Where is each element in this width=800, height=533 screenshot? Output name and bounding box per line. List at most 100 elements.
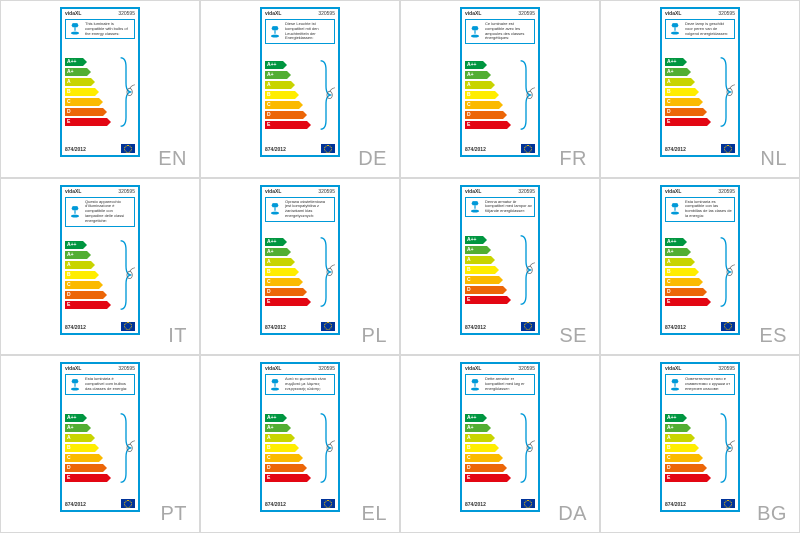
eu-flag-icon [121,322,135,331]
energy-grade-text: A+ [667,249,674,255]
card-header: vidaXL320595 [662,187,738,195]
label-cell-bg: vidaXL320595Осветителното тяло е съвмест… [600,355,800,533]
energy-bar-D: D [65,464,115,472]
description-text: Diese Leuchte ist kompatibel mit den Leu… [285,22,332,41]
energy-grade-text: D [467,465,471,471]
description-row: Esta luminaria es compatible con las bom… [665,197,735,222]
brand-name: vidaXL [465,189,481,195]
regulation-code: 874/2012 [65,325,86,331]
eu-flag-icon [721,322,735,331]
energy-grade-text: A+ [67,425,74,431]
card-footer: 874/2012 [462,143,538,155]
card-header: vidaXL320595 [62,364,138,372]
energy-bar-A: A [65,434,115,442]
energy-bar-D: D [265,111,315,119]
energy-chart: A++A+ABCDE [62,397,138,499]
language-code: FR [559,148,587,171]
energy-bar-Aplus: A+ [265,248,315,256]
energy-bar-E: E [65,118,115,126]
energy-bar-A: A [665,434,715,442]
eu-flag-icon [521,144,535,153]
energy-bar-Aplusplus: A++ [465,414,515,422]
description-text: Deze lamp is geschikt voor peren van de … [685,22,732,36]
energy-bar-B: B [65,444,115,452]
lamp-icon [668,22,682,36]
language-code: NL [760,148,787,171]
description-text: Esta luminaria es compatible con las bom… [685,200,732,219]
energy-grade-text: A++ [267,62,276,68]
energy-grade-text: C [267,279,271,285]
energy-bar-A: A [465,434,515,442]
product-code: 320595 [518,366,535,372]
energy-bar-Aplus: A+ [465,424,515,432]
energy-grade-text: A [267,435,271,441]
lamp-icon [68,205,82,219]
brand-name: vidaXL [265,366,281,372]
energy-grade-text: B [467,267,471,273]
energy-grade-text: B [267,92,271,98]
bracket-icon [317,48,335,141]
energy-bar-C: C [265,278,315,286]
description-text: Αυτό το φωτιστικό είναι συμβατό με λάμπε… [285,377,332,391]
energy-bar-C: C [665,98,715,106]
energy-grade-text: A+ [267,249,274,255]
energy-bar-B: B [65,271,115,279]
energy-grade-text: A++ [467,62,476,68]
energy-bar-Aplusplus: A++ [65,58,115,66]
description-row: Ce luminaire est compatible avec les amp… [465,19,535,44]
energy-grade-text: D [467,112,471,118]
bracket-icon [117,43,135,141]
energy-bar-Aplusplus: A++ [665,238,715,246]
energy-grade-text: B [67,89,71,95]
energy-bar-E: E [665,298,715,306]
product-code: 320595 [118,11,135,17]
label-cell-pl: vidaXL320595Oprawa oświetleniowa jest ko… [200,178,400,356]
energy-grade-text: C [467,102,471,108]
energy-grade-text: A++ [467,237,476,243]
energy-grade-text: A+ [667,69,674,75]
regulation-code: 874/2012 [265,325,286,331]
energy-bar-B: B [265,268,315,276]
energy-bar-Aplus: A+ [465,246,515,254]
energy-bar-D: D [665,288,715,296]
energy-chart: A++A+ABCDE [662,41,738,143]
energy-grade-text: E [467,297,470,303]
energy-bar-Aplusplus: A++ [465,61,515,69]
energy-bars: A++A+ABCDE [665,43,715,141]
energy-grade-text: A [467,82,471,88]
regulation-code: 874/2012 [65,502,86,508]
language-code: SE [559,325,587,348]
energy-grade-text: D [467,287,471,293]
energy-grade-text: C [67,282,71,288]
energy-bars: A++A+ABCDE [665,399,715,497]
energy-bars: A++A+ABCDE [665,226,715,319]
energy-grade-text: A+ [467,72,474,78]
energy-bar-C: C [65,454,115,462]
energy-chart: A++A+ABCDE [462,397,538,499]
energy-grade-text: A [67,79,71,85]
bracket-icon [517,399,535,497]
energy-bar-C: C [265,101,315,109]
regulation-code: 874/2012 [465,502,486,508]
energy-chart: A++A+ABCDE [262,46,338,143]
product-code: 320595 [718,11,735,17]
energy-grade-text: B [467,92,471,98]
energy-bars: A++A+ABCDE [65,231,115,319]
description-row: Dette armatur er kompatibel med løg er e… [465,374,535,394]
bracket-icon [317,399,335,497]
description-text: Esta luminária é compatível com bulbos d… [85,377,132,391]
energy-grade-text: D [267,112,271,118]
energy-grade-text: D [667,109,671,115]
product-code: 320595 [318,11,335,17]
energy-grade-text: A++ [467,415,476,421]
energy-grade-text: A+ [267,425,274,431]
energy-bar-E: E [465,121,515,129]
description-text: Denna armatur är kompatibel med lampor a… [485,200,532,214]
card-header: vidaXL320595 [262,187,338,195]
bracket-icon [317,226,335,319]
language-code: PL [362,325,387,348]
eu-flag-icon [521,499,535,508]
energy-bar-Aplusplus: A++ [665,414,715,422]
energy-bar-C: C [465,101,515,109]
energy-grade-text: B [667,445,671,451]
